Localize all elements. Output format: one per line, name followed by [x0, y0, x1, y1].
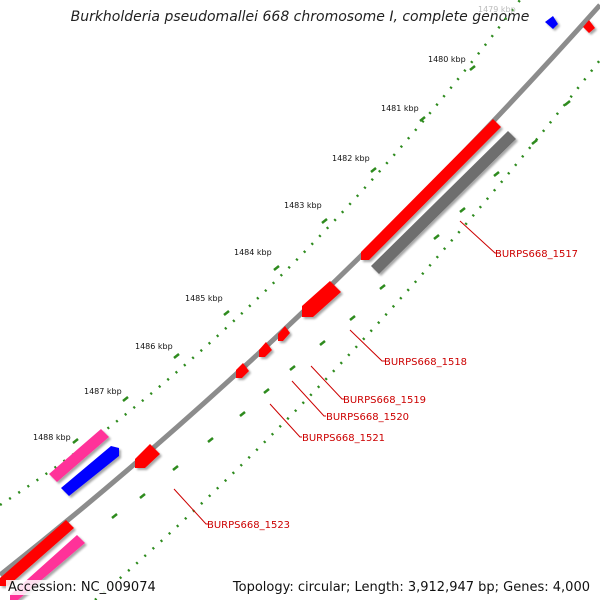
- gene-label-1517[interactable]: BURPS668_1517: [495, 249, 578, 260]
- scale-label-1480: 1480 kbp: [428, 55, 466, 64]
- blue-feature[interactable]: [61, 446, 119, 496]
- gene-1517-homolog-feature[interactable]: [371, 131, 516, 274]
- scale-label-1481: 1481 kbp: [381, 104, 419, 113]
- scale-label-1487: 1487 kbp: [84, 387, 122, 396]
- gene-1523-feature[interactable]: [135, 444, 160, 468]
- gene-label-1519[interactable]: BURPS668_1519: [343, 395, 426, 406]
- inner-major-ticks: [111, 100, 571, 519]
- gene-label-1518[interactable]: BURPS668_1518: [384, 357, 467, 368]
- gene-1519-feature[interactable]: [278, 326, 290, 341]
- red-feature-bottom[interactable]: [0, 520, 74, 586]
- genome-backbone: [0, 3, 600, 577]
- scale-label-1486: 1486 kbp: [135, 342, 173, 351]
- scale-label-1485: 1485 kbp: [185, 294, 223, 303]
- scale-labels: 1479 kbp 1480 kbp 1481 kbp 1482 kbp 1483…: [33, 5, 516, 442]
- scale-label-1479: 1479 kbp: [478, 5, 516, 14]
- gene-label-1523[interactable]: BURPS668_1523: [207, 520, 290, 531]
- scale-label-1483: 1483 kbp: [284, 201, 322, 210]
- gene-1518-feature[interactable]: [302, 281, 341, 317]
- genome-stats-text: Topology: circular; Length: 3,912,947 bp…: [230, 580, 592, 595]
- gene-label-1520[interactable]: BURPS668_1520: [326, 412, 409, 423]
- accession-text: Accession: NC_009074: [6, 580, 158, 595]
- map-title: Burkholderia pseudomallei 668 chromosome…: [70, 9, 530, 25]
- scale-label-1482: 1482 kbp: [332, 154, 370, 163]
- gene-1517-feature[interactable]: [361, 119, 501, 260]
- pink-feature-1[interactable]: [49, 429, 109, 482]
- inner-scale-dots: [94, 59, 600, 600]
- gene-labels: BURPS668_1517 BURPS668_1518 BURPS668_151…: [207, 249, 578, 531]
- outer-major-ticks: [72, 65, 476, 444]
- blue-arrow-top[interactable]: [545, 16, 558, 29]
- callout-lines: [173, 220, 500, 525]
- scale-label-1488: 1488 kbp: [33, 433, 71, 442]
- gene-features: [0, 16, 595, 600]
- gene-1521-feature[interactable]: [236, 363, 249, 378]
- gene-1520-feature[interactable]: [259, 342, 272, 357]
- scale-label-1484: 1484 kbp: [234, 248, 272, 257]
- red-arrow-top[interactable]: [583, 20, 595, 33]
- gene-label-1521[interactable]: BURPS668_1521: [302, 433, 385, 444]
